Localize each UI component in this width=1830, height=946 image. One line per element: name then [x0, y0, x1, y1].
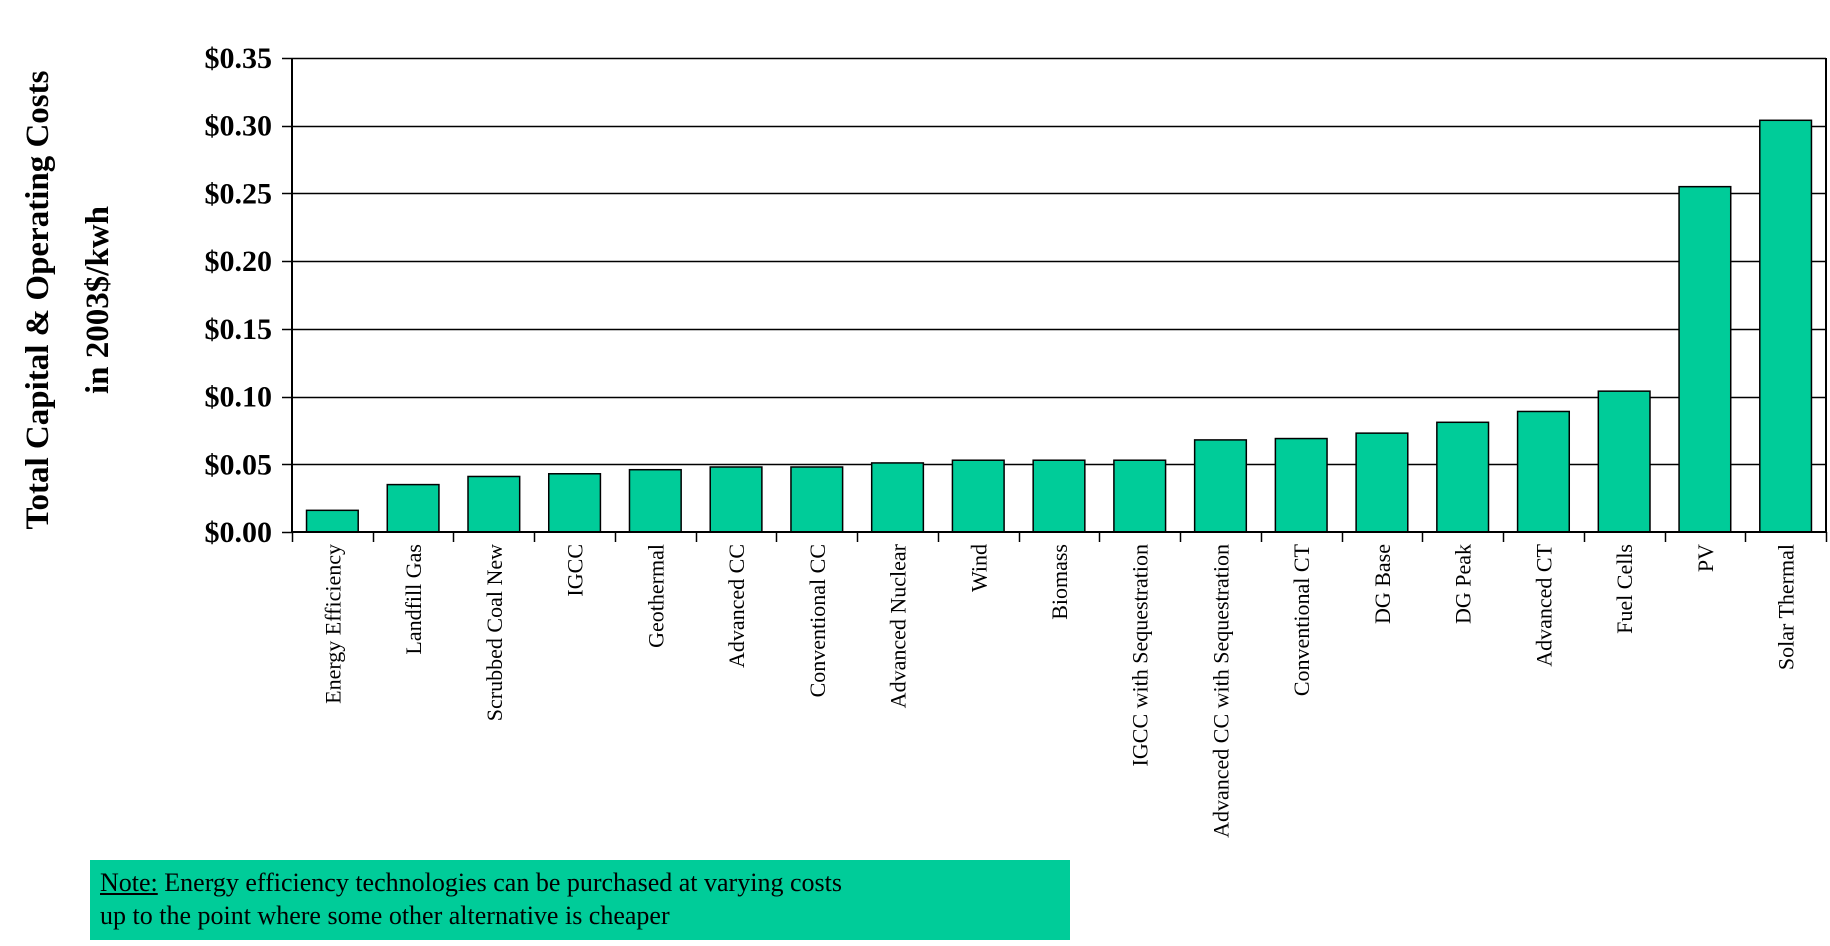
bar-5	[709, 466, 763, 533]
bar-0	[305, 509, 359, 533]
bar-6	[790, 466, 844, 533]
x-tick-label-2: Scrubbed Coal New	[482, 544, 507, 721]
y-tick-label-6: $0.30	[205, 110, 273, 143]
x-tick-label-18: Solar Thermal	[1774, 544, 1799, 670]
bars	[305, 119, 1813, 533]
y-tick-label-1: $0.05	[205, 448, 273, 481]
x-tick-label-1: Landfill Gas	[401, 544, 426, 655]
y-tick-label-3: $0.15	[205, 313, 273, 346]
grid-lines	[292, 57, 1826, 466]
bar-1	[386, 483, 440, 533]
bar-17	[1678, 185, 1732, 533]
bar-18	[1759, 119, 1813, 533]
x-tick-label-11: Advanced CC with Sequestration	[1208, 544, 1233, 838]
y-tick-label-4: $0.20	[205, 245, 273, 278]
bar-4	[628, 468, 682, 533]
bar-9	[1032, 459, 1086, 533]
y-tick-label-7: $0.35	[205, 42, 273, 75]
x-tick-label-8: Wind	[966, 544, 991, 592]
x-tick-label-12: Conventional CT	[1289, 543, 1314, 696]
note-text-2: up to the point where some other alterna…	[100, 901, 670, 930]
x-tick-label-14: DG Peak	[1451, 544, 1476, 624]
x-tick-label-17: PV	[1693, 544, 1718, 572]
x-tick-label-15: Advanced CT	[1531, 543, 1556, 666]
y-tick-label-0: $0.00	[205, 516, 273, 549]
bar-7	[870, 462, 925, 533]
bar-15	[1516, 410, 1571, 533]
y-tick-label-5: $0.25	[205, 177, 273, 210]
x-tick-label-5: Advanced CC	[724, 544, 749, 668]
bar-10	[1113, 459, 1167, 533]
bar-8	[951, 459, 1005, 533]
x-tick-labels: Energy Efficiency Landfill Gas Scrubbed Co…	[320, 543, 1798, 838]
y-tick-label-2: $0.10	[205, 381, 273, 414]
x-tick-label-16: Fuel Cells	[1612, 544, 1637, 634]
x-tick-label-10: IGCC with Sequestration	[1128, 544, 1153, 766]
x-tick-label-9: Biomass	[1047, 544, 1072, 620]
bar-14	[1436, 421, 1490, 533]
bar-2	[467, 475, 521, 533]
bar-16	[1597, 390, 1651, 533]
x-tick-label-3: IGCC	[563, 544, 588, 597]
x-tick-label-4: Geothermal	[643, 544, 668, 648]
axes	[282, 57, 1828, 542]
note-lead: Note:	[100, 868, 158, 897]
y-tick-labels: $0.00 $0.05 $0.10 $0.15 $0.20 $0.25 $0.30 $0.35	[205, 42, 273, 549]
note-box: Note: Energy efficiency technologies can…	[90, 860, 1070, 940]
bar-13	[1355, 432, 1409, 533]
y-axis-title-line-2: in 2003$/kwh	[80, 206, 116, 394]
y-axis-title: Total Capital & Operating Costs in 2003$/…	[20, 70, 116, 529]
x-tick-label-13: DG Base	[1370, 544, 1395, 624]
note-line-1: Note: Energy efficiency technologies can…	[100, 866, 1060, 899]
x-tick-label-0: Energy Efficiency	[320, 544, 345, 704]
note-text-1: Energy efficiency technologies can be pu…	[164, 868, 842, 897]
y-axis-title-line-1: Total Capital & Operating Costs	[20, 70, 56, 529]
x-tick-label-6: Conventional CC	[805, 544, 830, 697]
x-tick-label-7: Advanced Nuclear	[886, 543, 911, 708]
bar-12	[1274, 437, 1328, 533]
bar-3	[547, 473, 602, 533]
bar-11	[1193, 439, 1248, 533]
